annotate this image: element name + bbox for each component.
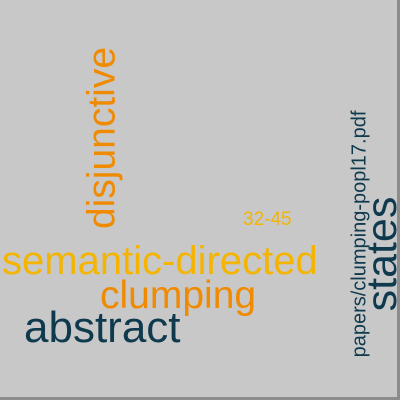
word-states: states xyxy=(358,196,400,312)
word-abstract: abstract xyxy=(24,303,181,352)
word-semantic-directed: semantic-directed xyxy=(2,239,318,283)
word-clumping: clumping xyxy=(100,274,257,317)
word-32-45: 32-45 xyxy=(243,209,292,230)
word-disjunctive: disjunctive xyxy=(80,46,124,230)
